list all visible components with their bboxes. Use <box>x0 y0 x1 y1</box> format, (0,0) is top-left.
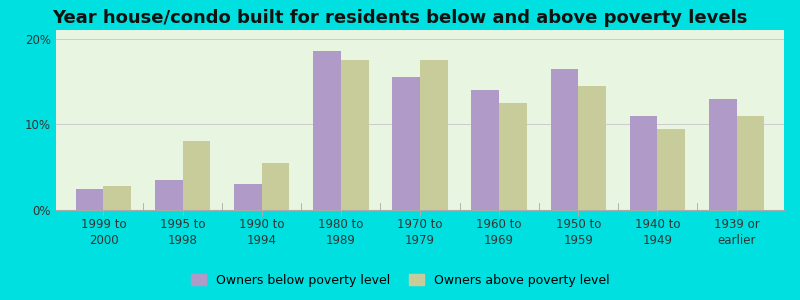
Legend: Owners below poverty level, Owners above poverty level: Owners below poverty level, Owners above… <box>187 270 613 291</box>
Bar <box>392 77 420 210</box>
Text: Year house/condo built for residents below and above poverty levels: Year house/condo built for residents bel… <box>52 9 748 27</box>
Bar <box>471 90 499 210</box>
Bar <box>182 141 210 210</box>
Bar <box>737 116 764 210</box>
Bar <box>155 180 182 210</box>
Bar <box>578 86 606 210</box>
Bar <box>550 69 578 210</box>
Bar <box>499 103 527 210</box>
Bar <box>658 129 685 210</box>
Bar <box>234 184 262 210</box>
Bar <box>313 51 341 210</box>
Bar <box>103 186 131 210</box>
Bar <box>630 116 658 210</box>
Bar <box>709 99 737 210</box>
Bar <box>76 189 103 210</box>
Bar <box>420 60 448 210</box>
Bar <box>262 163 290 210</box>
Bar <box>341 60 369 210</box>
